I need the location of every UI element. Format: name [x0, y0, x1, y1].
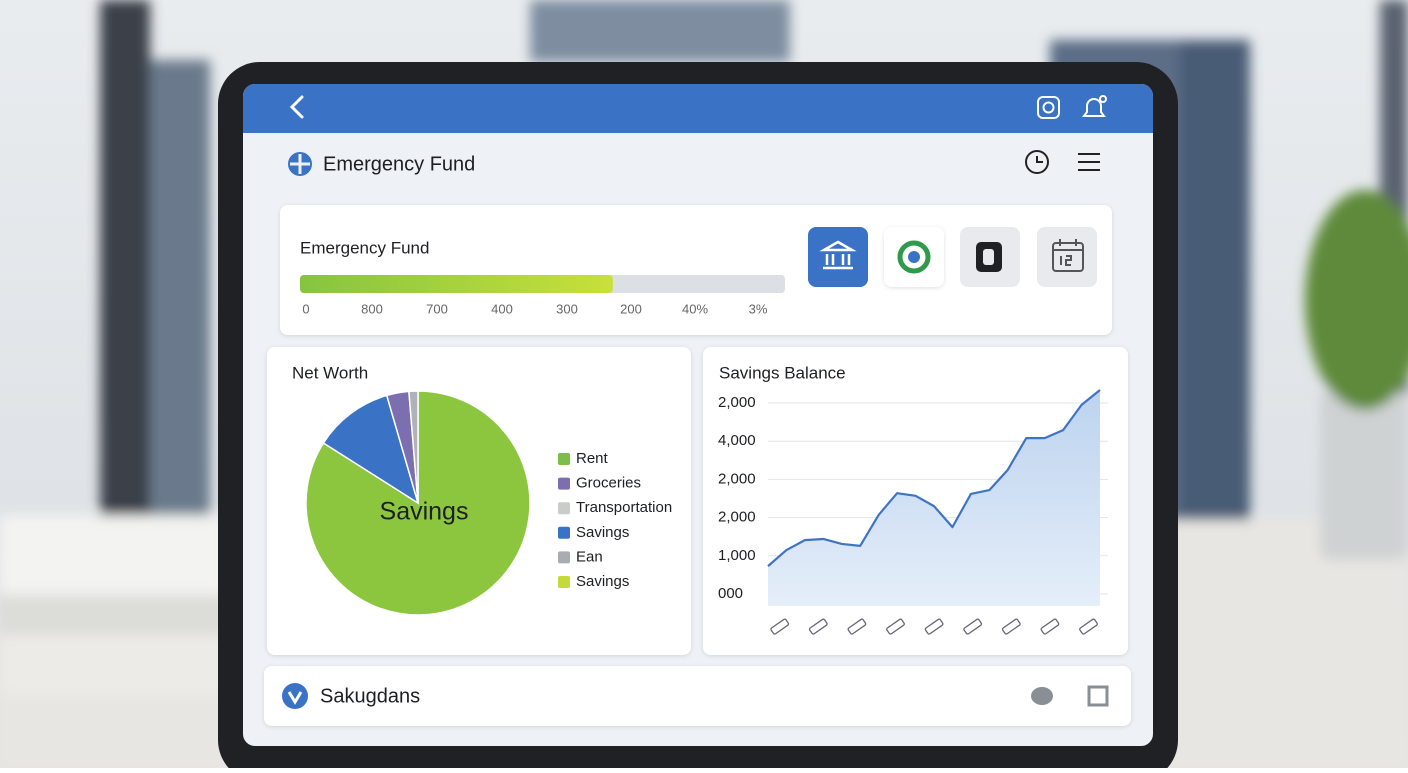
bell-icon[interactable] — [1082, 95, 1107, 117]
x-axis-icon — [924, 618, 944, 635]
legend-label: Savings — [576, 524, 629, 541]
y-tick-label: 000 — [718, 585, 743, 602]
progress-fill — [300, 275, 613, 293]
legend-label: Savings — [576, 573, 629, 590]
x-axis-icon — [1040, 618, 1060, 635]
camera-icon[interactable] — [1037, 96, 1060, 119]
bills-icon-inner — [983, 249, 994, 265]
progress-scale-label: 200 — [620, 301, 642, 316]
progress-scale-label: 700 — [426, 301, 448, 316]
menu-icon[interactable] — [1078, 153, 1100, 171]
progress-scale-label: 800 — [361, 301, 383, 316]
progress-scale-label: 400 — [491, 301, 513, 316]
y-tick-label: 4,000 — [718, 432, 756, 449]
y-tick-label: 2,000 — [718, 509, 756, 526]
progress-scale-label: 0 — [302, 301, 309, 316]
legend-label: Transportation — [576, 499, 672, 516]
chart-icon[interactable] — [1025, 150, 1049, 174]
pie-slice — [408, 390, 419, 504]
net-worth-title: Net Worth — [292, 363, 368, 382]
legend-swatch — [558, 526, 570, 539]
legend-label: Ean — [576, 548, 603, 565]
progress-title: Emergency Fund — [300, 238, 429, 257]
area-fill — [768, 390, 1100, 606]
goal-icon-center — [908, 251, 920, 263]
bank-icon — [819, 240, 857, 270]
pie-label: Savings — [380, 498, 469, 526]
calendar-icon — [1052, 239, 1084, 272]
savings-title: Savings Balance — [719, 363, 846, 382]
footer-scan-icon[interactable] — [1087, 685, 1109, 707]
goal-icon — [897, 240, 931, 274]
x-axis-icon — [1001, 618, 1021, 635]
progress-scale-label: 40% — [682, 301, 708, 316]
x-axis-icon — [886, 618, 905, 635]
y-tick-label: 1,000 — [718, 547, 756, 564]
legend-swatch — [558, 551, 570, 564]
footer-icon-mark — [287, 691, 303, 705]
legend-label: Groceries — [576, 475, 641, 492]
progress-scale-label: 300 — [556, 301, 578, 316]
balance-line — [767, 389, 1101, 567]
legend-swatch — [558, 576, 570, 588]
legend-swatch — [558, 502, 570, 515]
footer-icon — [282, 683, 308, 709]
x-axis-icon — [1079, 618, 1098, 635]
footer-card — [264, 666, 1131, 726]
x-axis-icon — [770, 618, 790, 635]
x-axis-icon — [808, 618, 828, 635]
page-title: Emergency Fund — [323, 153, 475, 175]
top-bar — [243, 84, 1153, 133]
app-logo — [288, 152, 312, 176]
footer-action-icon[interactable] — [1031, 687, 1053, 705]
footer-title: Sakugdans — [320, 685, 420, 707]
legend-swatch — [558, 453, 570, 465]
back-button[interactable] — [289, 95, 304, 119]
y-tick-label: 2,000 — [718, 470, 756, 487]
legend-label: Rent — [576, 450, 609, 467]
legend-swatch — [558, 477, 570, 490]
x-axis-icon — [847, 618, 867, 635]
y-tick-label: 2,000 — [718, 394, 756, 411]
progress-scale-label: 3% — [749, 301, 768, 316]
bank-button[interactable] — [808, 227, 868, 287]
x-axis-icon — [963, 618, 983, 635]
